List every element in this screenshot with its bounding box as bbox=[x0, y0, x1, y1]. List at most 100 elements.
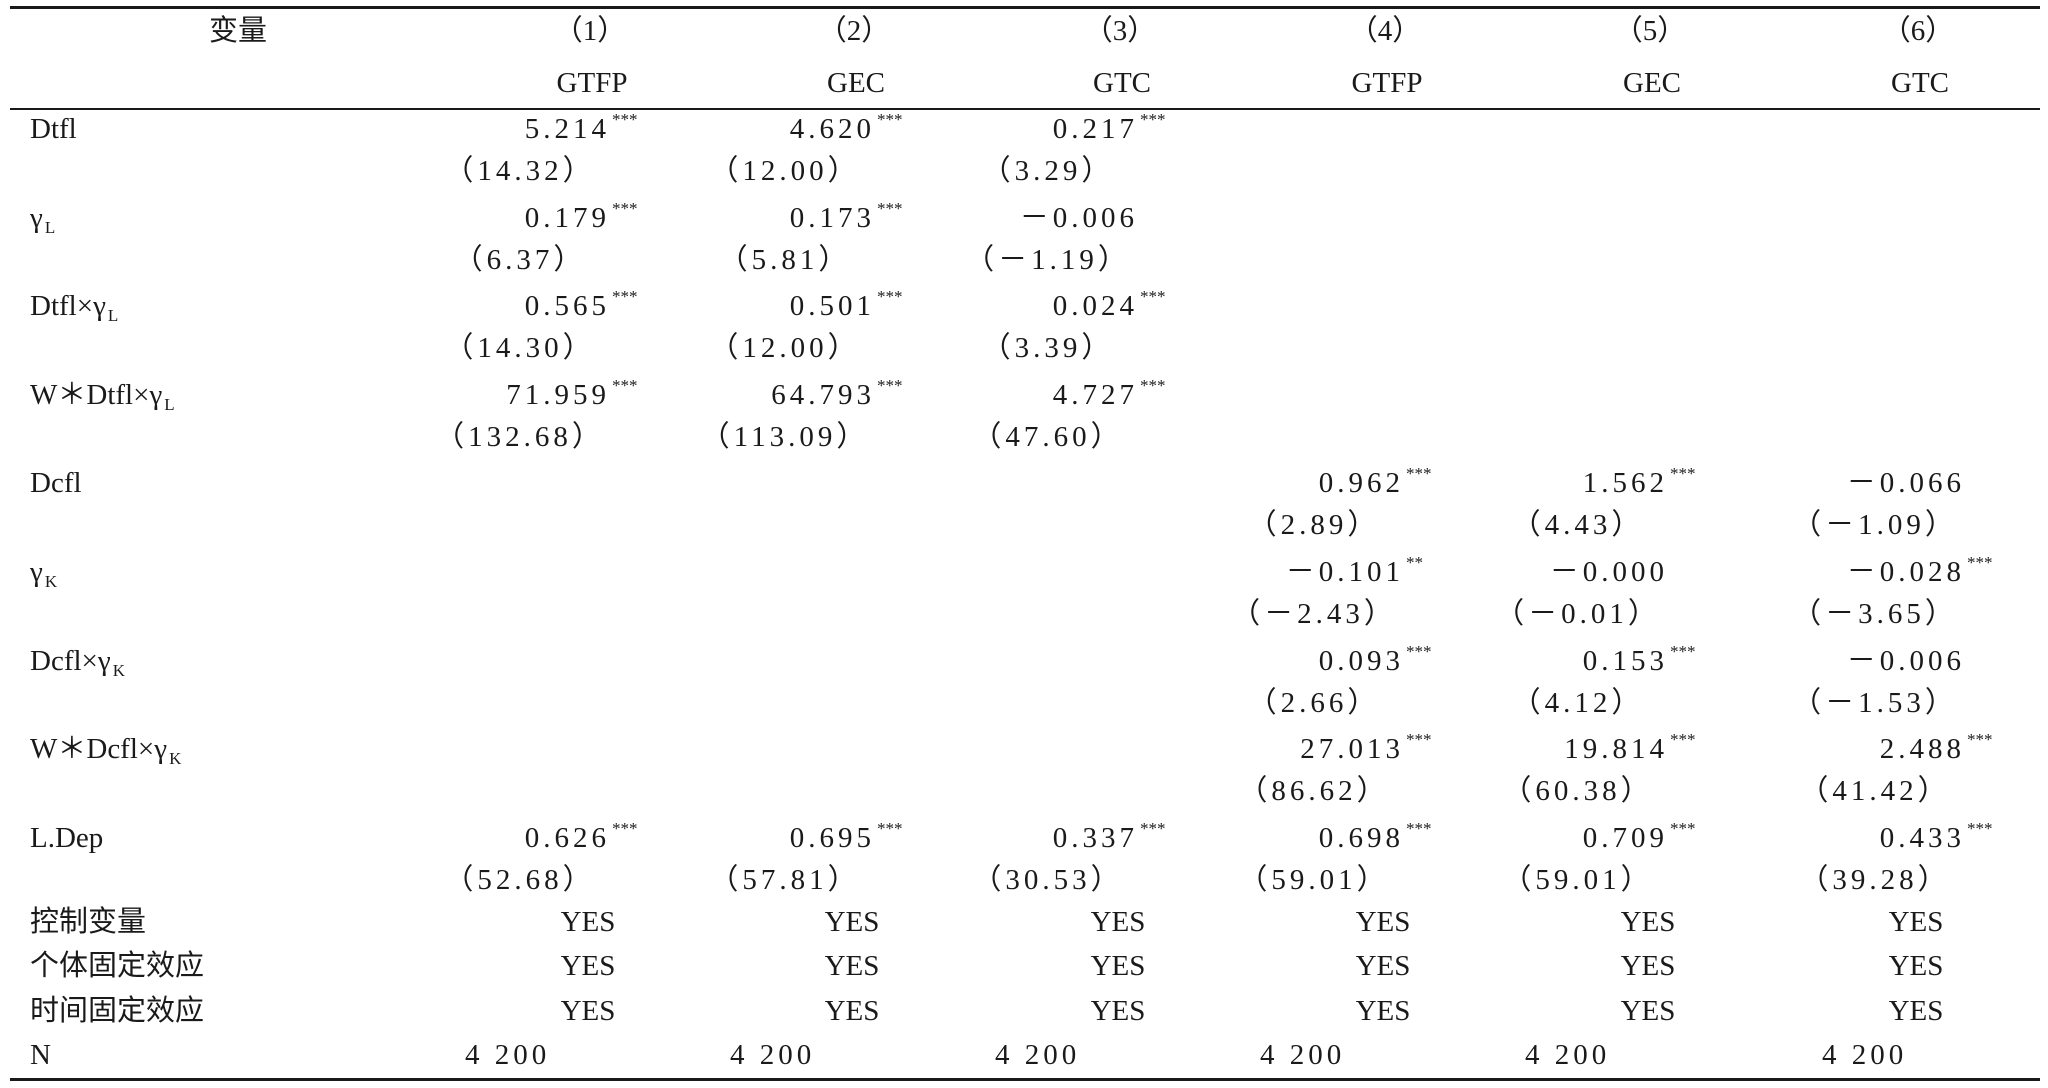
t-statistic: （2.89） bbox=[1247, 509, 1381, 542]
t-statistic: （－1.09） bbox=[1792, 509, 1958, 542]
row-label-text: γ bbox=[30, 556, 43, 588]
table-top-rule bbox=[10, 6, 2040, 9]
control-row-value: YES bbox=[560, 994, 616, 1027]
coefficient-value: 27.013 bbox=[1300, 733, 1404, 766]
n-row-value: 4 200 bbox=[1822, 1039, 1908, 1071]
column-name: GTFP bbox=[1351, 67, 1423, 99]
coefficient-value: 71.959 bbox=[506, 378, 610, 411]
t-statistic: （－2.43） bbox=[1231, 598, 1397, 630]
significance-stars: *** bbox=[612, 287, 638, 307]
t-statistic: （14.30） bbox=[444, 332, 596, 365]
row-label-text: γ bbox=[30, 201, 43, 234]
coefficient-value: 0.433 bbox=[1879, 821, 1965, 854]
n-row-value: 4 200 bbox=[995, 1039, 1081, 1071]
significance-stars: *** bbox=[1967, 553, 1993, 572]
control-row-value: YES bbox=[1355, 994, 1411, 1027]
t-statistic: （3.29） bbox=[981, 155, 1115, 187]
significance-stars: *** bbox=[1670, 730, 1696, 750]
coefficient-value: 0.565 bbox=[524, 290, 610, 323]
coefficient-value: 0.217 bbox=[1052, 113, 1138, 145]
significance-stars: *** bbox=[612, 818, 638, 838]
t-statistic: （60.38） bbox=[1502, 775, 1654, 808]
significance-stars: *** bbox=[1406, 641, 1432, 661]
significance-stars: *** bbox=[877, 818, 903, 838]
row-label-subscript: K bbox=[44, 572, 58, 591]
coefficient-value: －0.000 bbox=[1549, 556, 1668, 588]
row-label: Dcfl bbox=[30, 466, 82, 500]
table-header-rule bbox=[10, 108, 2040, 110]
significance-stars: *** bbox=[1967, 730, 1993, 750]
row-label-text: Dtfl bbox=[30, 113, 77, 145]
row-label: Dtfl×γ L bbox=[30, 289, 118, 333]
coefficient-value: 0.153 bbox=[1582, 644, 1668, 677]
significance-stars: *** bbox=[612, 375, 638, 395]
coefficient-value: －0.066 bbox=[1846, 467, 1965, 500]
column-number: （4） bbox=[1348, 15, 1422, 47]
control-row-value: YES bbox=[1090, 906, 1146, 938]
control-row-value: YES bbox=[560, 906, 616, 938]
coefficient-value: 4.727 bbox=[1052, 378, 1138, 411]
coefficient-value: 0.626 bbox=[524, 821, 610, 854]
column-number: （1） bbox=[553, 15, 627, 47]
row-label-text: Dtfl×γ bbox=[30, 290, 106, 323]
t-statistic: （4.12） bbox=[1511, 686, 1645, 719]
row-label-text: W＊Dtfl×γ bbox=[30, 378, 163, 411]
t-statistic: （57.81） bbox=[709, 863, 861, 896]
row-label: L.Dep bbox=[30, 821, 103, 855]
t-statistic: （14.32） bbox=[444, 155, 596, 187]
significance-stars: *** bbox=[1670, 464, 1696, 484]
significance-stars: *** bbox=[612, 198, 638, 218]
row-label-subscript: L bbox=[107, 306, 119, 326]
column-name: GTC bbox=[1891, 67, 1949, 99]
control-row-label: 控制变量 bbox=[30, 906, 147, 938]
n-row-value: 4 200 bbox=[465, 1039, 551, 1071]
n-row-label: N bbox=[30, 1039, 51, 1071]
column-name: GEC bbox=[1623, 67, 1681, 99]
significance-stars: ** bbox=[1406, 553, 1423, 572]
control-row-value: YES bbox=[1620, 906, 1676, 938]
control-row-value: YES bbox=[1090, 950, 1146, 983]
t-statistic: （6.37） bbox=[453, 243, 587, 276]
coefficient-value: －0.006 bbox=[1846, 644, 1965, 677]
row-label-text: L.Dep bbox=[30, 821, 104, 854]
column-name: GEC bbox=[827, 67, 885, 99]
significance-stars: *** bbox=[1140, 375, 1166, 395]
coefficient-value: 0.093 bbox=[1318, 644, 1404, 677]
row-label-subscript: L bbox=[164, 394, 175, 414]
coefficient-value: 2.488 bbox=[1879, 733, 1965, 766]
row-label-text: W＊Dcfl×γ bbox=[30, 733, 168, 766]
significance-stars: *** bbox=[1670, 641, 1696, 661]
coefficient-value: 0.962 bbox=[1318, 467, 1404, 500]
column-number: （5） bbox=[1613, 15, 1687, 47]
row-label-text: Dcfl×γ bbox=[30, 644, 111, 677]
t-statistic: （2.66） bbox=[1247, 686, 1381, 719]
t-statistic: （5.81） bbox=[718, 243, 852, 276]
control-row-value: YES bbox=[824, 994, 880, 1027]
coefficient-value: 0.709 bbox=[1582, 821, 1668, 854]
row-label: Dtfl bbox=[30, 112, 77, 146]
coefficient-value: 19.814 bbox=[1564, 733, 1668, 766]
row-label: W＊Dtfl×γ L bbox=[30, 378, 175, 422]
coefficient-value: －0.101 bbox=[1285, 556, 1404, 588]
t-statistic: （86.62） bbox=[1238, 775, 1390, 808]
n-row-value: 4 200 bbox=[1525, 1039, 1611, 1071]
row-label-subscript: K bbox=[169, 749, 182, 769]
row-label-text: Dcfl bbox=[30, 467, 82, 500]
control-row-value: YES bbox=[824, 950, 880, 983]
variable-header: 变量 bbox=[208, 15, 268, 47]
coefficient-value: 0.024 bbox=[1052, 290, 1138, 323]
t-statistic: （113.09） bbox=[700, 420, 870, 453]
t-statistic: （30.53） bbox=[972, 863, 1124, 896]
coefficient-value: 0.179 bbox=[524, 201, 610, 234]
t-statistic: （132.68） bbox=[435, 420, 605, 453]
regression-table: 变量 （1） GTFP （2） GEC （3） GTC （4） GTFP （5） GEC （6） GTC… bbox=[10, 0, 2040, 1088]
significance-stars: *** bbox=[1967, 818, 1993, 838]
row-label: Dcfl×γ K bbox=[30, 644, 125, 688]
row-label: W＊Dcfl×γ K bbox=[30, 732, 181, 776]
row-label-subscript: K bbox=[112, 660, 125, 680]
column-number: （2） bbox=[817, 15, 891, 47]
control-row-label: 个体固定效应 bbox=[30, 950, 205, 983]
significance-stars: *** bbox=[1670, 818, 1696, 838]
